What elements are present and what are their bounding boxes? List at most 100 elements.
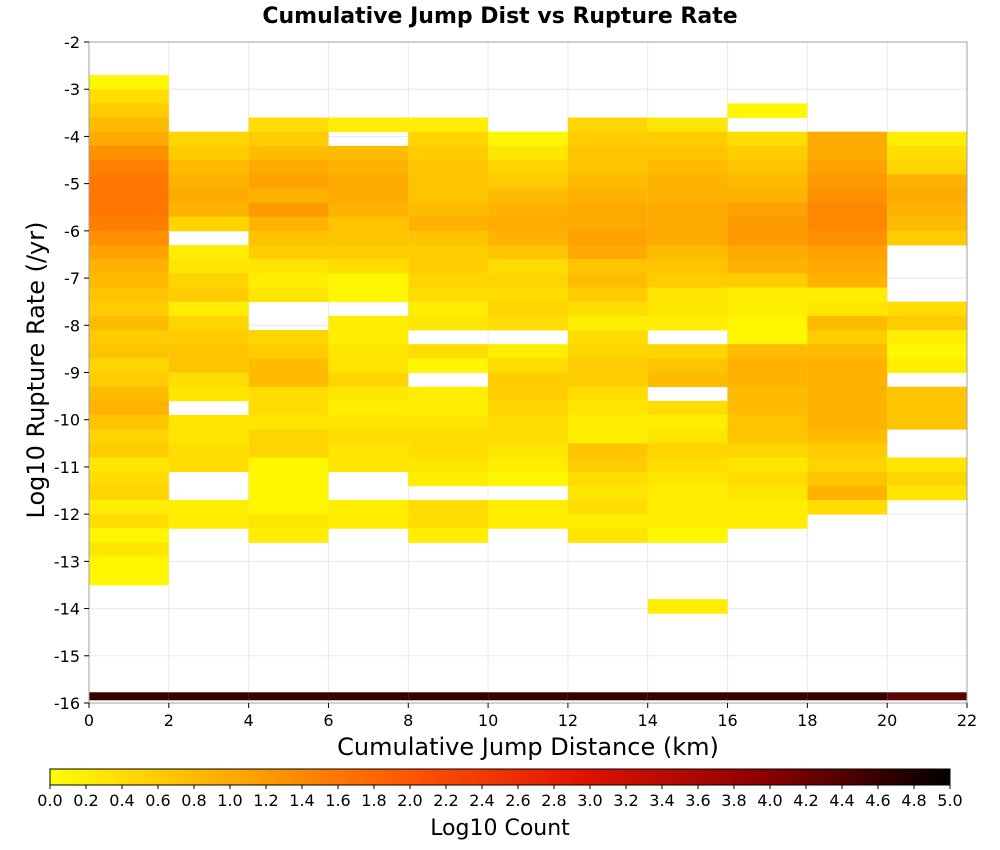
heatmap-cell [89,330,169,345]
bottom-band-cell [328,692,409,701]
heatmap-cell [488,202,568,218]
colorbar-tick-label: 2.4 [469,791,494,810]
heatmap-cell [807,188,888,203]
heatmap-cell [488,358,568,373]
heatmap-cell [807,330,888,345]
y-tick-label: -9 [64,364,80,383]
y-tick-label: -15 [54,647,80,666]
heatmap-cell [488,216,568,232]
heatmap-cell [89,287,169,303]
heatmap-cell [727,174,808,189]
heatmap-cells [89,75,967,701]
heatmap-cell [647,230,728,246]
heatmap-cell [488,315,568,331]
heatmap-cell [168,358,249,373]
heatmap-cell [328,443,409,458]
heatmap-cell [408,414,489,430]
y-tick-label: -4 [64,127,80,146]
heatmap-cell [647,599,728,614]
heatmap-cell [89,528,169,543]
colorbar-tick-label: 1.4 [289,791,314,810]
heatmap-cell [647,485,728,501]
x-tick-label: 16 [717,711,737,730]
heatmap-cell [567,202,648,218]
heatmap-cell [807,471,888,487]
heatmap-cell [887,330,967,345]
heatmap-cell [248,414,329,430]
heatmap-cell [727,301,808,317]
x-tick-label: 12 [558,711,578,730]
heatmap-cell [408,287,489,303]
heatmap-cell [408,131,489,147]
colorbar-tick-label: 1.8 [361,791,386,810]
heatmap-cell [567,414,648,430]
heatmap-cell [89,259,169,274]
colorbar-tick-label: 3.8 [721,791,746,810]
heatmap-cell [408,344,489,359]
colorbar-tick-label: 5.0 [937,791,962,810]
colorbar-tick-label: 1.6 [325,791,350,810]
heatmap-cell [647,358,728,373]
heatmap-cell [567,245,648,260]
heatmap-cell [567,160,648,175]
heatmap-cell [328,414,409,430]
heatmap-cell [168,414,249,430]
y-tick-label: -10 [54,411,80,430]
heatmap-cell [567,273,648,288]
heatmap-cell [727,103,808,118]
heatmap-cell [647,216,728,232]
heatmap-cell [567,471,648,487]
heatmap-cell [887,485,967,501]
x-tick-label: 2 [164,711,174,730]
heatmap-cell [727,443,808,458]
heatmap-cell [488,259,568,274]
heatmap-cell [328,429,409,444]
heatmap-cell [408,400,489,416]
colorbar-tick-label: 4.0 [757,791,782,810]
heatmap-cell [807,202,888,218]
heatmap-cell [727,457,808,473]
heatmap-cell [168,372,249,388]
heatmap-cell [647,259,728,274]
heatmap-cell [89,89,169,104]
colorbar-label: Log10 Count [430,816,570,841]
heatmap-cell [328,457,409,473]
heatmap-cell [727,499,808,515]
bottom-band-cell [807,692,888,701]
heatmap-cell [807,301,888,317]
heatmap-cell [168,344,249,359]
heatmap-cell [89,216,169,232]
heatmap-cell [328,499,409,515]
heatmap-cell [89,443,169,458]
heatmap-cell [647,287,728,303]
heatmap-cell [567,443,648,458]
heatmap-cell [727,400,808,416]
heatmap-cell [408,145,489,161]
heatmap-cell [168,301,249,317]
heatmap-cell [727,160,808,175]
heatmap-cell [647,414,728,430]
heatmap-cell [168,429,249,444]
heatmap-cell [408,358,489,373]
heatmap-cell [727,202,808,218]
heatmap-cell [168,499,249,515]
heatmap-cell [408,429,489,444]
heatmap-cell [807,131,888,147]
heatmap-cell [727,330,808,345]
heatmap-cell [647,528,728,543]
x-axis-label: Cumulative Jump Distance (km) [337,733,719,761]
heatmap-cell [567,372,648,388]
heatmap-cell [89,372,169,388]
heatmap-cell [807,386,888,402]
heatmap-cell [807,145,888,161]
heatmap-cell [168,188,249,203]
heatmap-cell [328,514,409,529]
heatmap-cell [727,131,808,147]
heatmap-cell [408,259,489,274]
heatmap-cell [248,245,329,260]
heatmap-cell [807,259,888,274]
heatmap-cell [89,485,169,501]
heatmap-cell [89,75,169,90]
heatmap-cell [887,315,967,331]
